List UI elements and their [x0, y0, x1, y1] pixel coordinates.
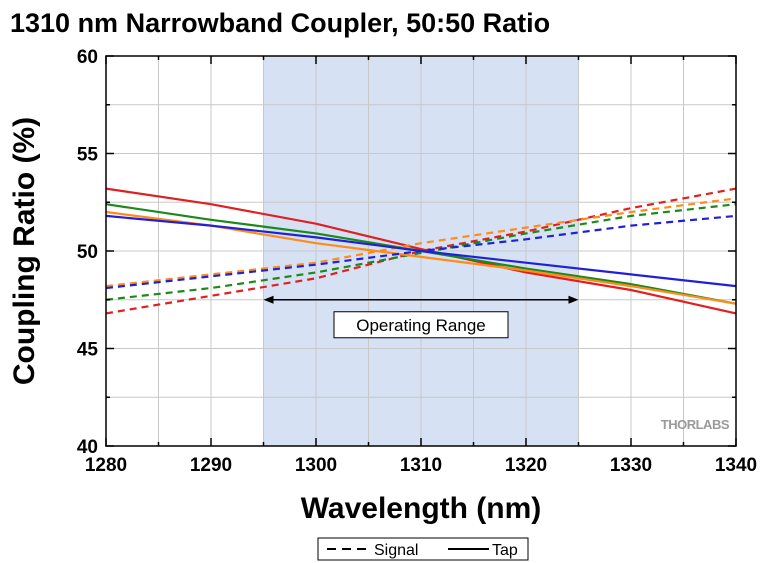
gridlines: [106, 56, 736, 446]
plot-area: Operating Range THORLABS: [105, 55, 737, 447]
signal-series-line: [105, 197, 737, 288]
y-tick-label: 50: [77, 242, 98, 263]
y-tick-label: 45: [77, 340, 99, 361]
x-tick-label: 1300: [295, 455, 337, 476]
arrow-left-head: [263, 295, 274, 304]
tick-labels: 1280 1290 1300 1310 1320 1330 1340 40 45 50 55 60: [77, 47, 757, 476]
tap-series-line: [105, 187, 737, 315]
x-tick-label: 1290: [190, 455, 232, 476]
y-axis-title: Coupling Ratio (%): [8, 117, 41, 385]
y-tick-label: 40: [77, 437, 98, 458]
axis-ticks: [105, 55, 737, 447]
legend-tap-label: Tap: [492, 542, 518, 559]
x-tick-label: 1310: [400, 455, 442, 476]
legend-signal-label: Signal: [374, 542, 418, 559]
signal-series-line: [105, 203, 737, 301]
series-lines: [105, 187, 737, 315]
y-tick-label: 55: [77, 145, 99, 166]
x-tick-label: 1330: [610, 455, 652, 476]
operating-range-annotation: Operating Range: [263, 295, 579, 339]
tap-series-line: [105, 214, 737, 288]
x-tick-label: 1340: [715, 455, 757, 476]
x-tick-label: 1280: [85, 455, 127, 476]
operating-range-label: Operating Range: [356, 316, 485, 335]
thorlabs-watermark: THORLABS: [661, 417, 730, 432]
operating-range-label-box: [333, 311, 509, 339]
legend: Signal Tap: [317, 537, 529, 561]
chart-title: 1310 nm Narrowband Coupler, 50:50 Ratio: [10, 8, 550, 38]
arrow-right-head: [568, 295, 579, 304]
x-tick-label: 1320: [505, 455, 547, 476]
y-tick-label: 60: [77, 47, 98, 68]
legend-box: [317, 537, 529, 561]
x-axis-title: Wavelength (nm): [301, 492, 542, 525]
